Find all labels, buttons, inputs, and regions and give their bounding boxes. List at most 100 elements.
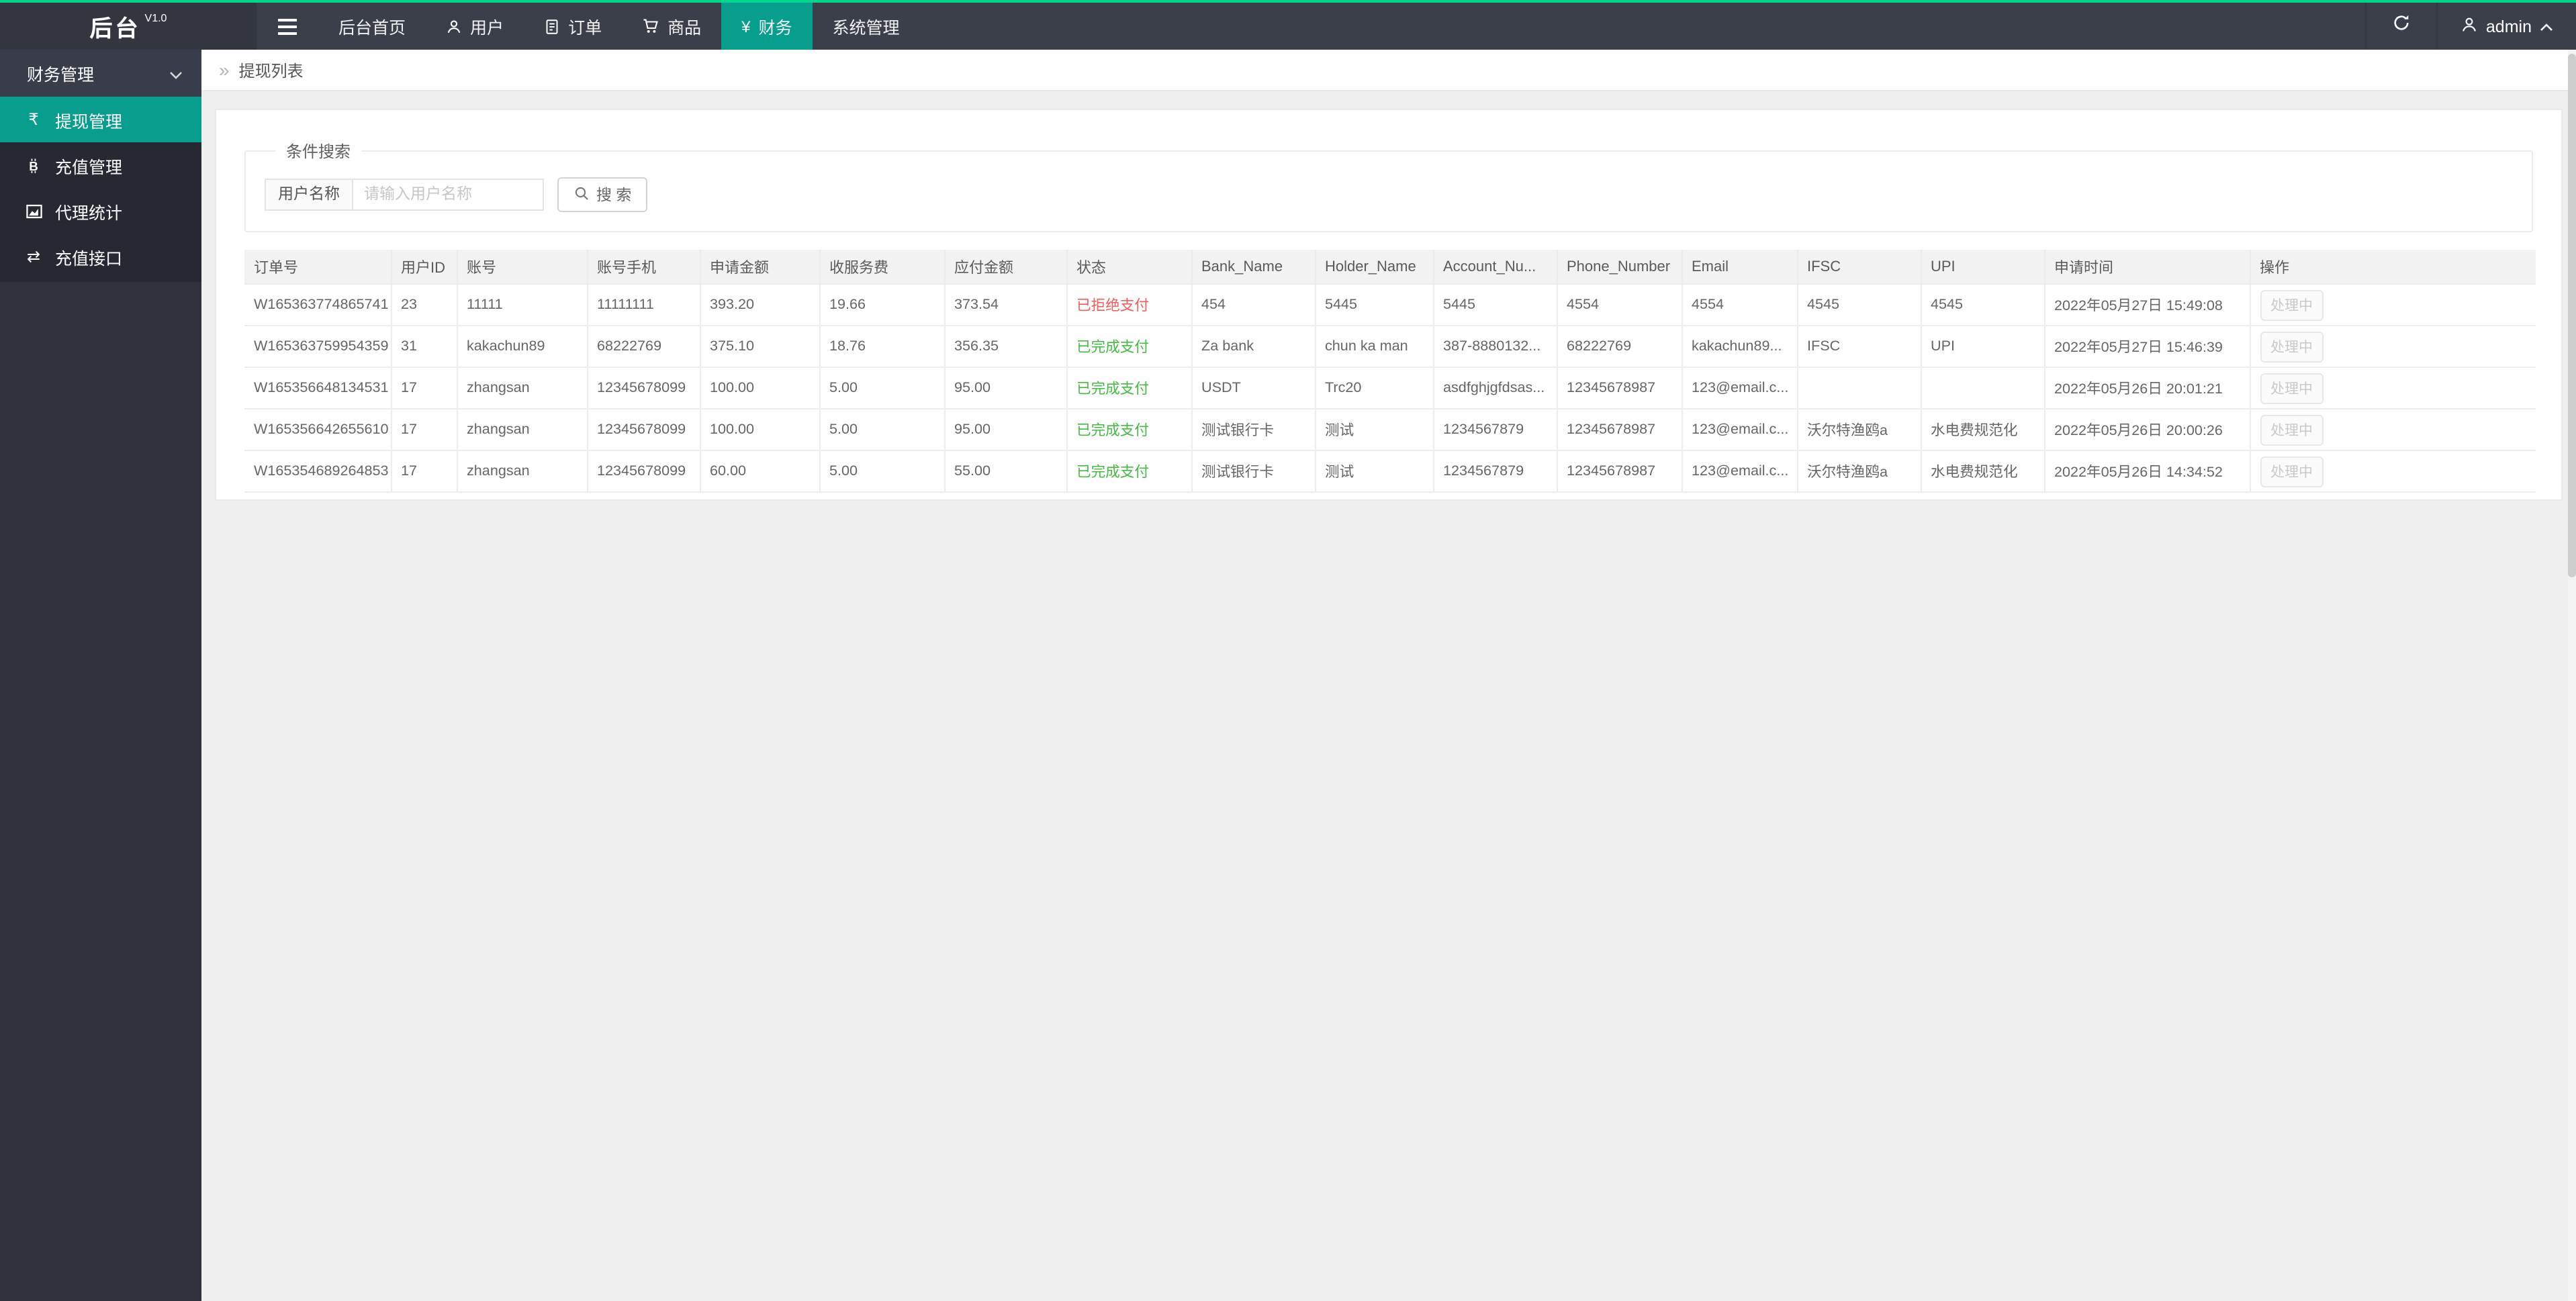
cell-upi: 水电费规范化	[1921, 450, 2045, 493]
nav-item-home[interactable]: 后台首页	[318, 3, 426, 50]
nav-item-system[interactable]: 系统管理	[813, 3, 920, 50]
sidebar-item-recharge-api[interactable]: ⇄ 充值接口	[0, 234, 201, 279]
cell-apply-time: 2022年05月27日 15:49:08	[2044, 284, 2250, 326]
column-header: 账号	[457, 250, 588, 285]
username-input[interactable]	[353, 179, 544, 211]
refresh-icon	[2392, 13, 2411, 39]
yen-icon: ¥	[741, 17, 751, 36]
search-fieldset: 条件搜索 用户名称 搜 索	[244, 140, 2533, 232]
cell-phone-number: 12345678987	[1557, 450, 1682, 493]
scrollbar[interactable]	[2568, 50, 2576, 1301]
column-header: 收服务费	[819, 250, 945, 285]
cell-upi	[1921, 367, 2045, 409]
cell-upi: 水电费规范化	[1921, 409, 2045, 451]
processing-button[interactable]: 处理中	[2260, 289, 2324, 320]
cell-account-phone: 12345678099	[587, 450, 700, 493]
cell-bank-name: USDT	[1191, 367, 1316, 409]
search-row: 用户名称 搜 索	[265, 177, 2513, 212]
cell-account-phone: 68222769	[587, 326, 700, 368]
processing-button[interactable]: 处理中	[2260, 373, 2324, 403]
bitcoin-icon: B	[23, 156, 44, 174]
cell-user-id: 17	[391, 367, 457, 409]
document-icon	[544, 18, 560, 34]
cell-apply-amount: 375.10	[700, 326, 820, 368]
sidebar-toggle-button[interactable]	[257, 3, 318, 50]
cell-account: kakachun89	[457, 326, 588, 368]
rupee-icon: ₹	[28, 110, 39, 129]
processing-button[interactable]: 处理中	[2260, 414, 2324, 445]
cell-payable-amount: 95.00	[944, 367, 1067, 409]
table-row: W165363759954359 31 kakachun89 68222769 375.…	[244, 326, 2536, 368]
cell-status: 已完成支付	[1066, 367, 1192, 409]
cell-ifsc	[1797, 367, 1921, 409]
cell-ifsc: IFSC	[1797, 326, 1921, 368]
column-header: 申请时间	[2044, 250, 2250, 285]
processing-button[interactable]: 处理中	[2260, 456, 2324, 487]
cell-account-phone: 12345678099	[587, 409, 700, 451]
sidebar-item-withdraw-management[interactable]: ₹ 提现管理	[0, 97, 201, 142]
nav-menu: 后台首页 用户 订单 商品 ¥ 财务 系统管理	[318, 3, 920, 50]
sidebar-group-label: 财务管理	[27, 66, 95, 85]
column-header: 订单号	[244, 250, 392, 285]
nav-item-goods[interactable]: 商品	[622, 3, 721, 50]
cell-order-no: W165354689264853	[244, 450, 392, 493]
nav-item-label: 财务	[758, 19, 792, 38]
scrollbar-thumb[interactable]	[2568, 54, 2576, 577]
withdraw-table-wrap: 订单号 用户ID 账号 账号手机 申请金额 收服务费 应付金额 状态 Bank_Name Hold…	[244, 250, 2536, 493]
cell-account-number: 387-8880132...	[1433, 326, 1557, 368]
cell-phone-number: 12345678987	[1557, 367, 1682, 409]
sidebar-item-label: 代理统计	[55, 203, 123, 222]
sidebar-item-recharge-management[interactable]: B 充值管理	[0, 142, 201, 188]
cell-ifsc: 沃尔特渔鸥a	[1797, 450, 1921, 493]
nav-item-label: 后台首页	[338, 19, 406, 38]
cell-apply-amount: 100.00	[700, 409, 820, 451]
nav-item-label: 订单	[568, 19, 602, 38]
column-header: Phone_Number	[1557, 250, 1682, 285]
cell-email: kakachun89...	[1682, 326, 1798, 368]
cell-apply-amount: 100.00	[700, 367, 820, 409]
sidebar-group-finance[interactable]: 财务管理	[0, 50, 201, 97]
cell-holder-name: 测试	[1315, 409, 1434, 451]
status-badge: 已完成支付	[1076, 423, 1149, 439]
breadcrumb: » 提现列表	[201, 50, 2576, 91]
cell-user-id: 23	[391, 284, 457, 326]
nav-item-orders[interactable]: 订单	[524, 3, 622, 50]
column-header: 应付金额	[944, 250, 1067, 285]
refresh-button[interactable]	[2364, 3, 2438, 50]
cell-account: zhangsan	[457, 367, 588, 409]
cell-apply-time: 2022年05月27日 15:46:39	[2044, 326, 2250, 368]
cell-status: 已拒绝支付	[1066, 284, 1192, 326]
cell-bank-name: 测试银行卡	[1191, 450, 1316, 493]
cell-service-fee: 19.66	[819, 284, 945, 326]
cart-icon	[642, 17, 659, 35]
cell-ifsc: 沃尔特渔鸥a	[1797, 409, 1921, 451]
cell-bank-name: Za bank	[1191, 326, 1316, 368]
withdraw-list-card: 条件搜索 用户名称 搜 索 订单号用户ID账号账号手机申请金额收服务费应付金额状…	[215, 109, 2563, 501]
sidebar-item-agent-stats[interactable]: 代理统计	[0, 188, 201, 234]
search-button[interactable]: 搜 索	[557, 177, 648, 212]
cell-service-fee: 5.00	[819, 409, 945, 451]
table-body: W165363774865741 23 11111 11111111 393.20 19.…	[244, 284, 2536, 493]
cell-email: 123@email.c...	[1682, 367, 1798, 409]
nav-item-users[interactable]: 用户	[426, 3, 524, 50]
nav-item-label: 系统管理	[832, 19, 900, 38]
column-header: 操作	[2250, 250, 2536, 285]
nav-item-label: 用户	[470, 19, 504, 38]
table-header-row: 订单号 用户ID 账号 账号手机 申请金额 收服务费 应付金额 状态 Bank_Name Hold…	[244, 250, 2536, 285]
top-navbar: 后台 V1.0 后台首页 用户 订单 商品 ¥ 财务 系统管理 admin	[0, 0, 2576, 50]
username-field-label: 用户名称	[265, 179, 353, 211]
user-menu[interactable]: admin	[2438, 3, 2576, 50]
brand-logo[interactable]: 后台 V1.0	[0, 3, 257, 50]
cell-account-phone: 12345678099	[587, 367, 700, 409]
cell-payable-amount: 95.00	[944, 409, 1067, 451]
cell-order-no: W165356648134531	[244, 367, 392, 409]
cell-account-number: 5445	[1433, 284, 1557, 326]
table-row: W165356642655610 17 zhangsan 12345678099 100…	[244, 409, 2536, 451]
column-header: 账号手机	[587, 250, 700, 285]
search-icon	[573, 185, 590, 205]
cell-ifsc: 4545	[1797, 284, 1921, 326]
cell-upi: UPI	[1921, 326, 2045, 368]
nav-item-finance[interactable]: ¥ 财务	[721, 3, 813, 50]
processing-button[interactable]: 处理中	[2260, 331, 2324, 362]
cell-status: 已完成支付	[1066, 409, 1192, 451]
